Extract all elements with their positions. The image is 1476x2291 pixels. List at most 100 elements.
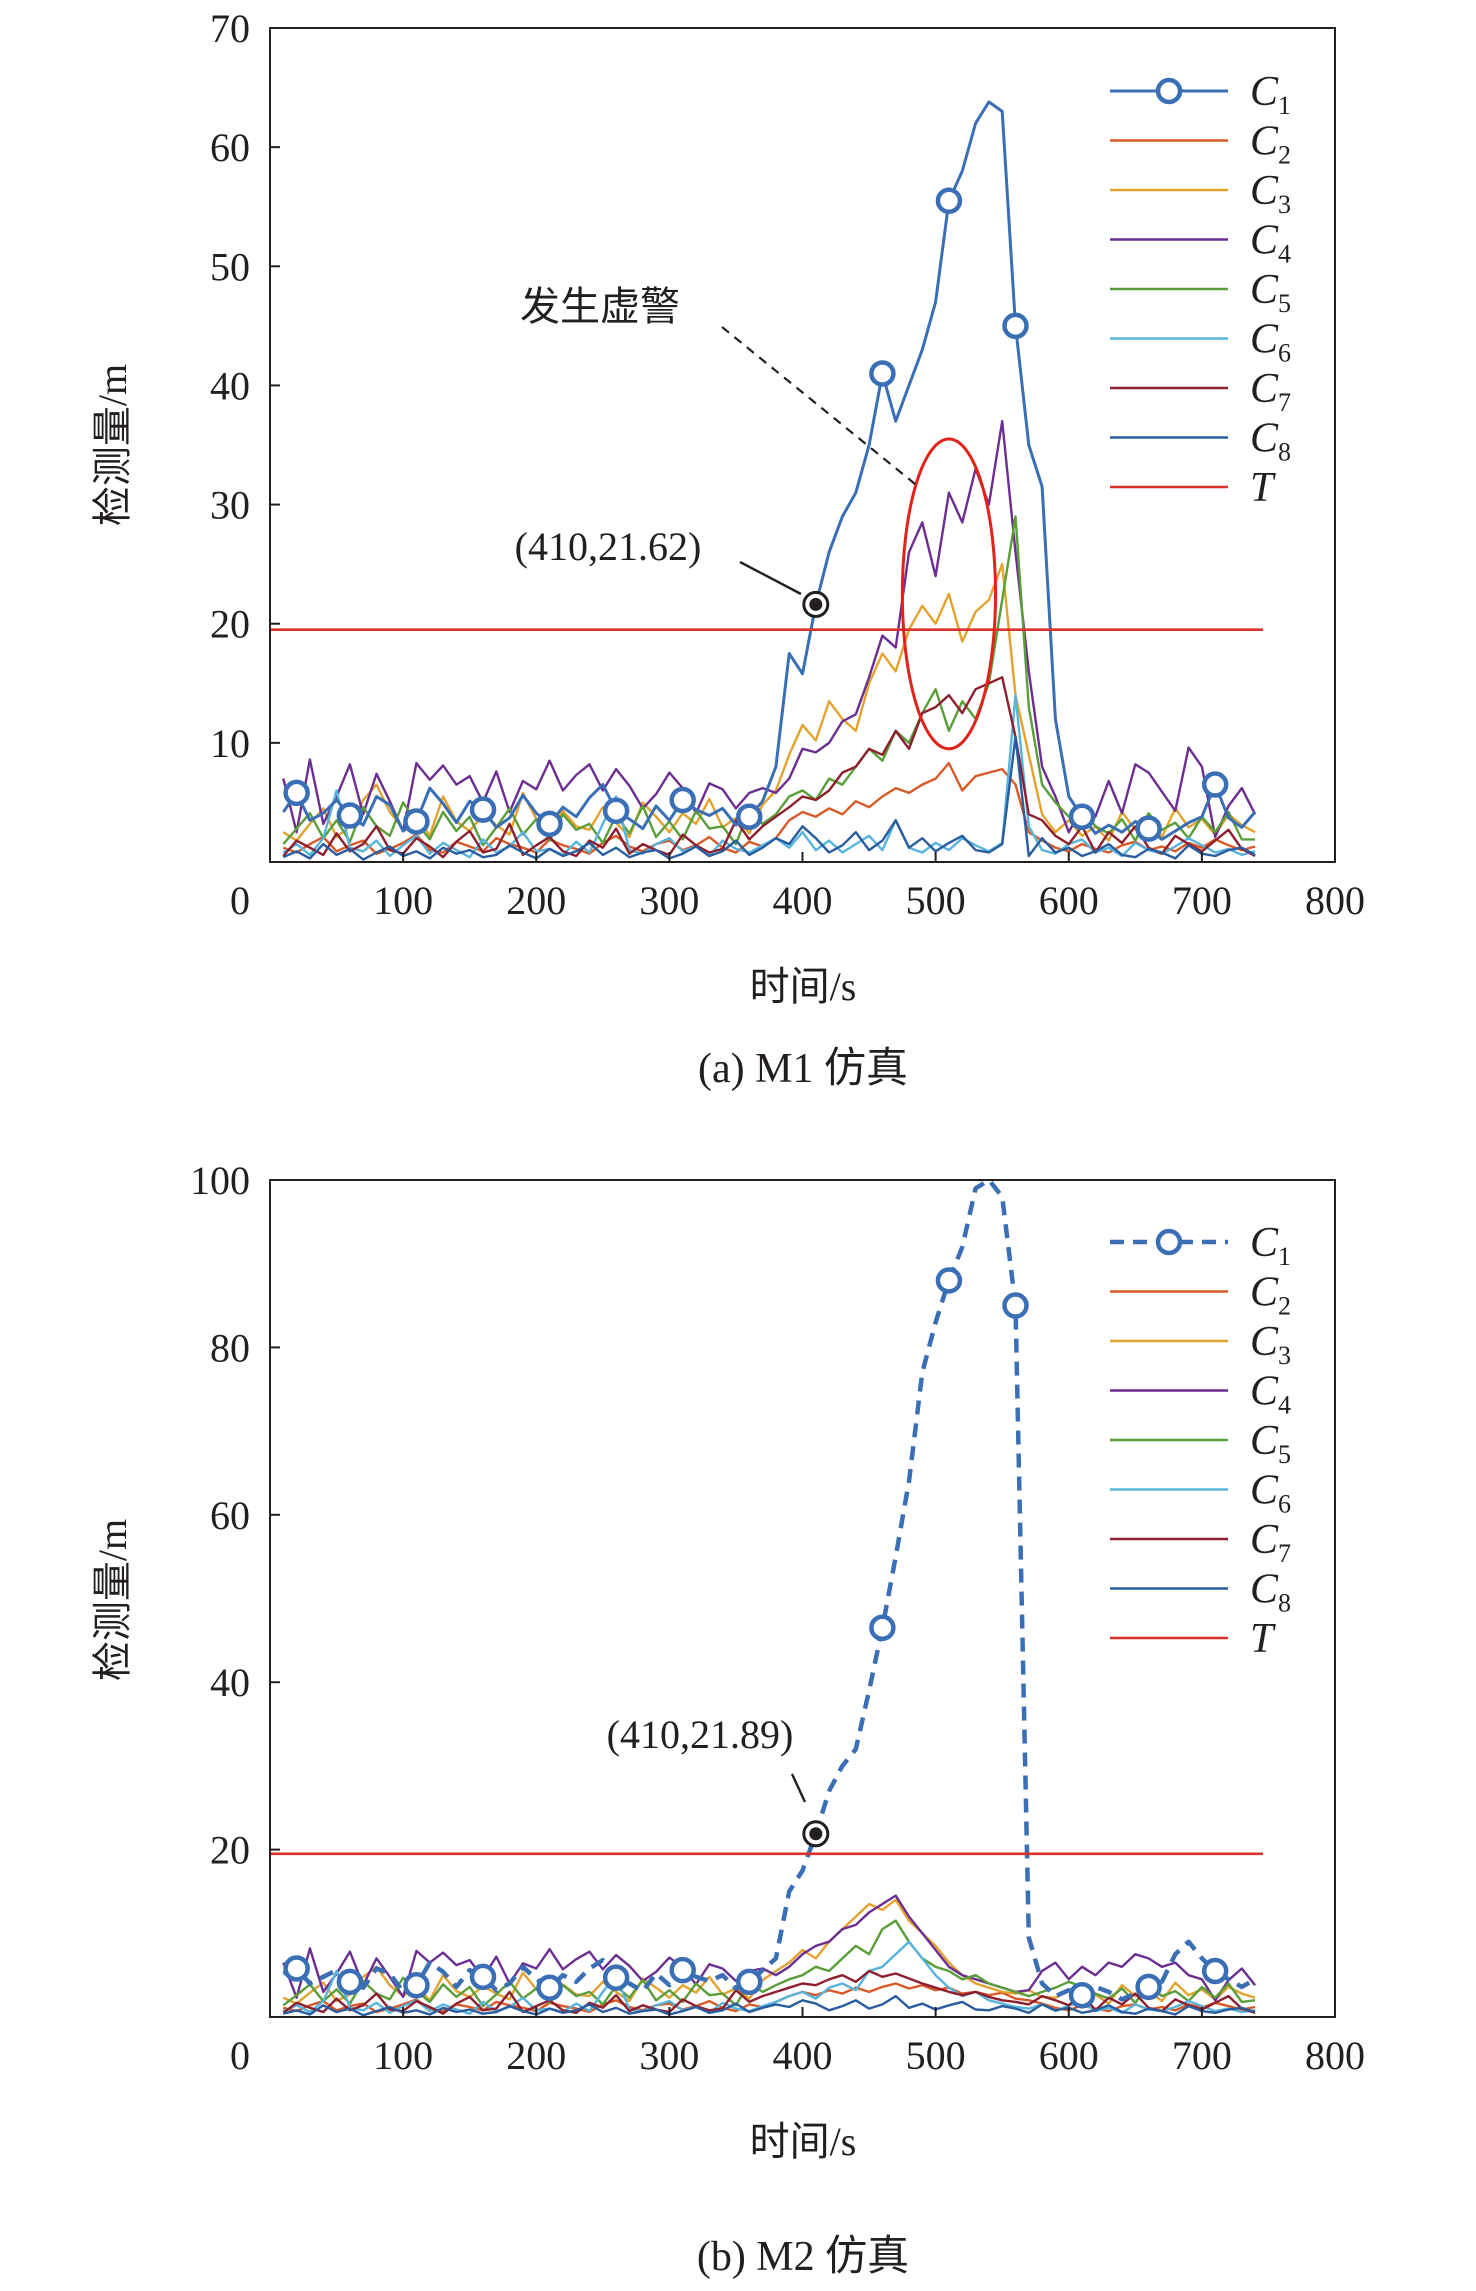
legend-label-subscript: 3	[1278, 190, 1291, 219]
x-tick-label: 400	[773, 2033, 833, 2078]
legend-label-subscript: 4	[1278, 1391, 1291, 1420]
series-marker-C1	[469, 1963, 497, 1991]
legend-label-C7: C7	[1250, 366, 1291, 417]
legend-label-subscript: 3	[1278, 1341, 1291, 1370]
series-marker-C1	[1201, 771, 1229, 798]
y-axis-label-a: 检测量/m	[90, 364, 135, 526]
legend-label-main: C	[1250, 1517, 1279, 1563]
x-tick-label: 500	[906, 2033, 966, 2078]
legend-label-C2: C2	[1250, 1270, 1291, 1321]
series-line-C8	[283, 1994, 1256, 2017]
legend-label-main: C	[1250, 267, 1279, 313]
legend-label-subscript: 1	[1278, 1242, 1291, 1271]
legend-label-main: C	[1250, 168, 1279, 214]
legend-label-T: T	[1250, 1616, 1276, 1662]
x-tick-label: 600	[1039, 2033, 1099, 2078]
caption-a: (a) M1 仿真	[698, 1046, 908, 1092]
series-line-C4	[282, 1894, 1257, 2002]
legend-label-main: C	[1250, 1319, 1279, 1365]
x-tick-label: 0	[230, 878, 250, 923]
series-line-C8	[282, 735, 1256, 861]
series-marker-C1	[283, 779, 310, 807]
series-marker-C1	[336, 802, 364, 829]
plot-area-b: (410,21.89)	[270, 1177, 1263, 2017]
x-tick-label: 800	[1305, 878, 1365, 923]
series-marker-C1	[403, 1971, 430, 1999]
x-tick-label: 100	[373, 2033, 433, 2078]
annotation-leader	[739, 560, 802, 596]
legend-label-main: C	[1250, 317, 1279, 363]
y-tick-label: 60	[210, 125, 250, 170]
y-tick-label: 10	[210, 721, 250, 766]
series-marker-C1	[1002, 1292, 1029, 1319]
legend-label-C8: C8	[1250, 1567, 1291, 1618]
legend-label-subscript: 8	[1278, 1589, 1291, 1618]
chart-panel-a: (410,21.62) 发生虚警 0 100 200 300 400 500 600 700 80…	[90, 6, 1365, 1092]
legend-label-subscript: 2	[1278, 141, 1291, 170]
legend-label-main: C	[1250, 1369, 1279, 1415]
series-marker-C1	[536, 810, 563, 838]
y-tick-label: 80	[210, 1325, 250, 1370]
legend-label-subscript: 6	[1278, 339, 1291, 368]
legend-label-subscript: 8	[1278, 438, 1291, 467]
y-axis-label-b: 检测量/m	[90, 1519, 135, 1681]
x-tick-label: 200	[506, 878, 566, 923]
y-tick-label: 30	[210, 483, 250, 528]
x-tick-label: 0	[230, 2033, 250, 2078]
series-marker-C1	[935, 187, 963, 215]
legend-label-subscript: 1	[1278, 91, 1291, 120]
legend-label-main: C	[1250, 218, 1279, 264]
legend-label-main: C	[1250, 119, 1279, 165]
annotation-leader	[790, 1773, 807, 1803]
legend-label-C5: C5	[1250, 267, 1291, 318]
y-tick-label: 20	[210, 1828, 250, 1873]
legend-label-subscript: 5	[1278, 289, 1291, 318]
series-marker-C1	[1201, 1957, 1229, 1985]
legend-label-main: C	[1250, 1418, 1279, 1464]
series-marker-C1	[1068, 1981, 1096, 2009]
series-marker-C1	[602, 1964, 630, 1991]
y-tick-label: 40	[210, 1660, 250, 1705]
legend-label-main: T	[1250, 465, 1276, 511]
legend-label-C6: C6	[1250, 317, 1291, 368]
y-tick-label: 60	[210, 1493, 250, 1538]
x-tick-label: 600	[1039, 878, 1099, 923]
legend-label-C1: C1	[1250, 69, 1291, 120]
legend-label-subscript: 6	[1278, 1490, 1291, 1519]
series-marker-C1	[283, 1955, 310, 1982]
series-marker-C1	[1135, 1973, 1162, 2001]
legend-label-C7: C7	[1250, 1517, 1291, 1568]
legend-label-C1: C1	[1250, 1220, 1291, 1271]
legend-label-subscript: 5	[1278, 1440, 1291, 1469]
legend-label-T: T	[1250, 465, 1276, 511]
axes-a: 0 100 200 300 400 500 600 700 800 10 20 30 40 50 60 70	[210, 6, 1365, 923]
y-tick-label: 50	[210, 244, 250, 289]
legend-label-C4: C4	[1250, 1369, 1291, 1420]
legend-label-main: C	[1250, 416, 1279, 462]
legend-marker-C1	[1155, 77, 1183, 105]
legend-label-main: C	[1250, 1220, 1279, 1266]
legend-label-subscript: 2	[1278, 1292, 1291, 1321]
series-marker-C1	[1002, 312, 1029, 340]
legend-label-main: C	[1250, 1270, 1279, 1316]
legend-marker-C1	[1155, 1228, 1183, 1256]
x-tick-label: 200	[506, 2033, 566, 2078]
legend-label-main: C	[1250, 366, 1279, 412]
x-tick-label: 400	[773, 878, 833, 923]
series-marker-C1	[403, 808, 430, 835]
series-line-C7	[282, 676, 1256, 859]
legend-label-C4: C4	[1250, 218, 1291, 269]
false-alarm-label: 发生虚警	[520, 284, 680, 329]
legend-label-main: C	[1250, 69, 1279, 115]
series-marker-C1	[469, 796, 497, 823]
legend-label-main: C	[1250, 1567, 1279, 1613]
legend-label-C8: C8	[1250, 416, 1291, 467]
x-tick-label: 300	[639, 878, 699, 923]
legend-label-C6: C6	[1250, 1468, 1291, 1519]
series-line-C7	[282, 1969, 1256, 2015]
plot-frame	[269, 27, 1336, 863]
x-axis-label-b: 时间/s	[750, 2119, 857, 2164]
x-tick-label: 700	[1172, 878, 1232, 923]
